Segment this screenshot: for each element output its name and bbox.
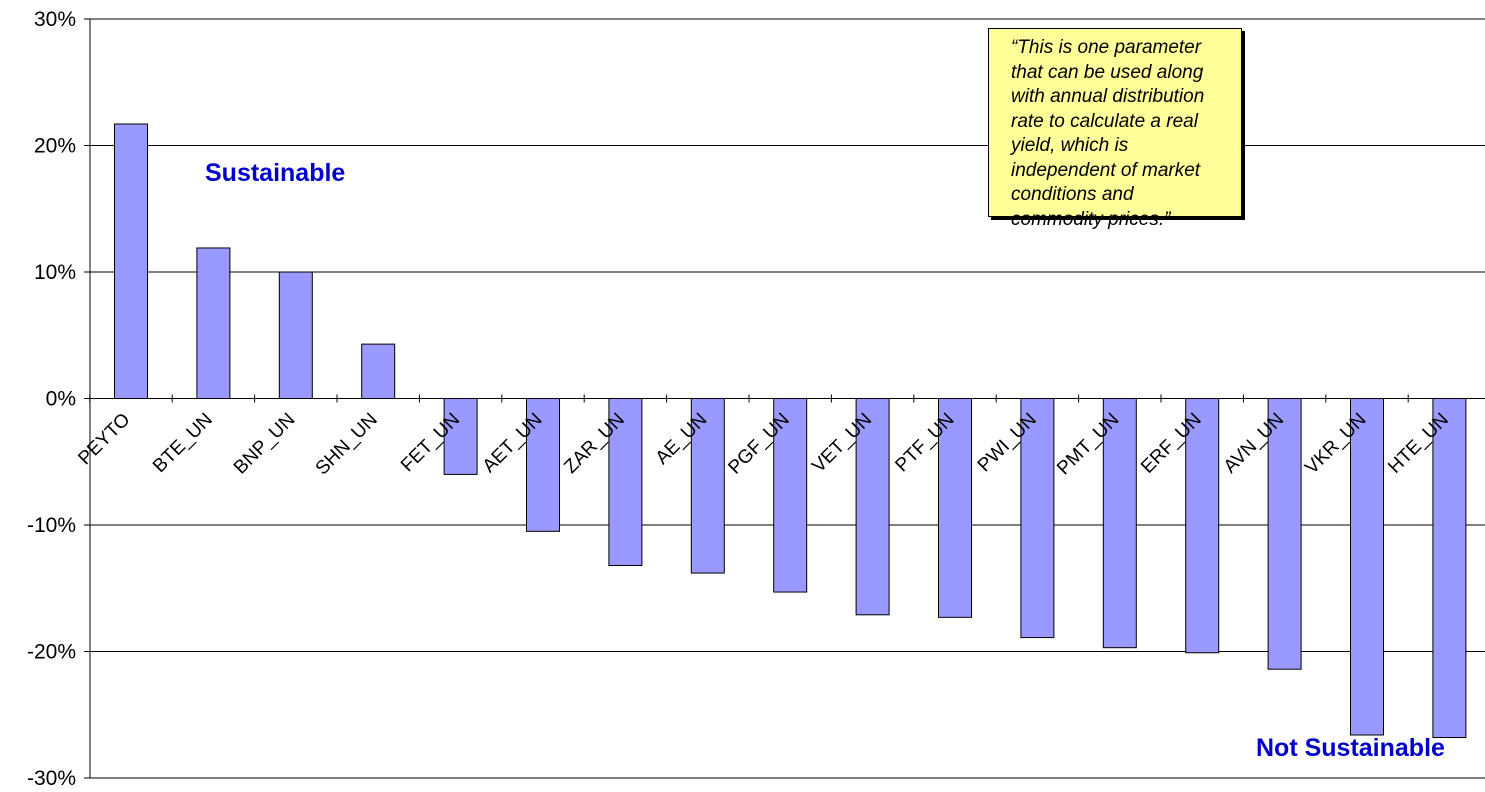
bar-pgf-un — [773, 398, 808, 593]
bar-bnp-un — [278, 271, 313, 399]
bar-bte-un — [196, 247, 231, 399]
y-tick-label: -30% — [27, 767, 76, 790]
bar-erf-un — [1185, 398, 1220, 654]
bar-pwi-un — [1020, 398, 1055, 639]
y-tick-label: 30% — [34, 8, 76, 31]
bars — [114, 123, 1467, 739]
not-sustainable-label: Not Sustainable — [1256, 734, 1445, 762]
bar-zar-un — [608, 398, 643, 566]
y-tick-label: -20% — [27, 641, 76, 664]
bar-avn-un — [1267, 398, 1302, 670]
bar-shn-un — [361, 343, 396, 400]
bar-vkr-un — [1350, 398, 1384, 736]
quote-callout: “This is one parameter that can be used … — [988, 28, 1242, 230]
y-tick-label: -10% — [27, 514, 76, 537]
bar-hte-un — [1432, 398, 1467, 739]
sustainable-label: Sustainable — [205, 159, 345, 187]
y-tick-label: 10% — [34, 261, 76, 284]
y-tick-label: 20% — [34, 135, 76, 158]
x-tick-labels: PEYTO BTE_UN BNP_UN SHN_UN FET_UN AET_UN ZAR_U… — [74, 409, 1453, 479]
bar-aet-un — [526, 398, 560, 532]
bar-peyto — [114, 123, 148, 400]
bar-ptf-un — [938, 398, 972, 618]
x-tick-label: BNP_UN — [230, 409, 299, 478]
bar-ae-un — [690, 398, 725, 574]
x-tick-label: BTE_UN — [149, 409, 217, 477]
gridlines — [84, 18, 1485, 779]
bar-pmt-un — [1102, 398, 1137, 649]
y-tick-label: 0% — [46, 388, 76, 411]
y-tick-labels: 30% 20% 10% 0% -10% -20% -30% — [27, 8, 76, 790]
x-tick-label: SHN_UN — [312, 409, 382, 479]
x-tick-label: PEYTO — [74, 409, 134, 469]
bar-fet-un — [443, 398, 478, 475]
bar-vet-un — [855, 398, 890, 616]
